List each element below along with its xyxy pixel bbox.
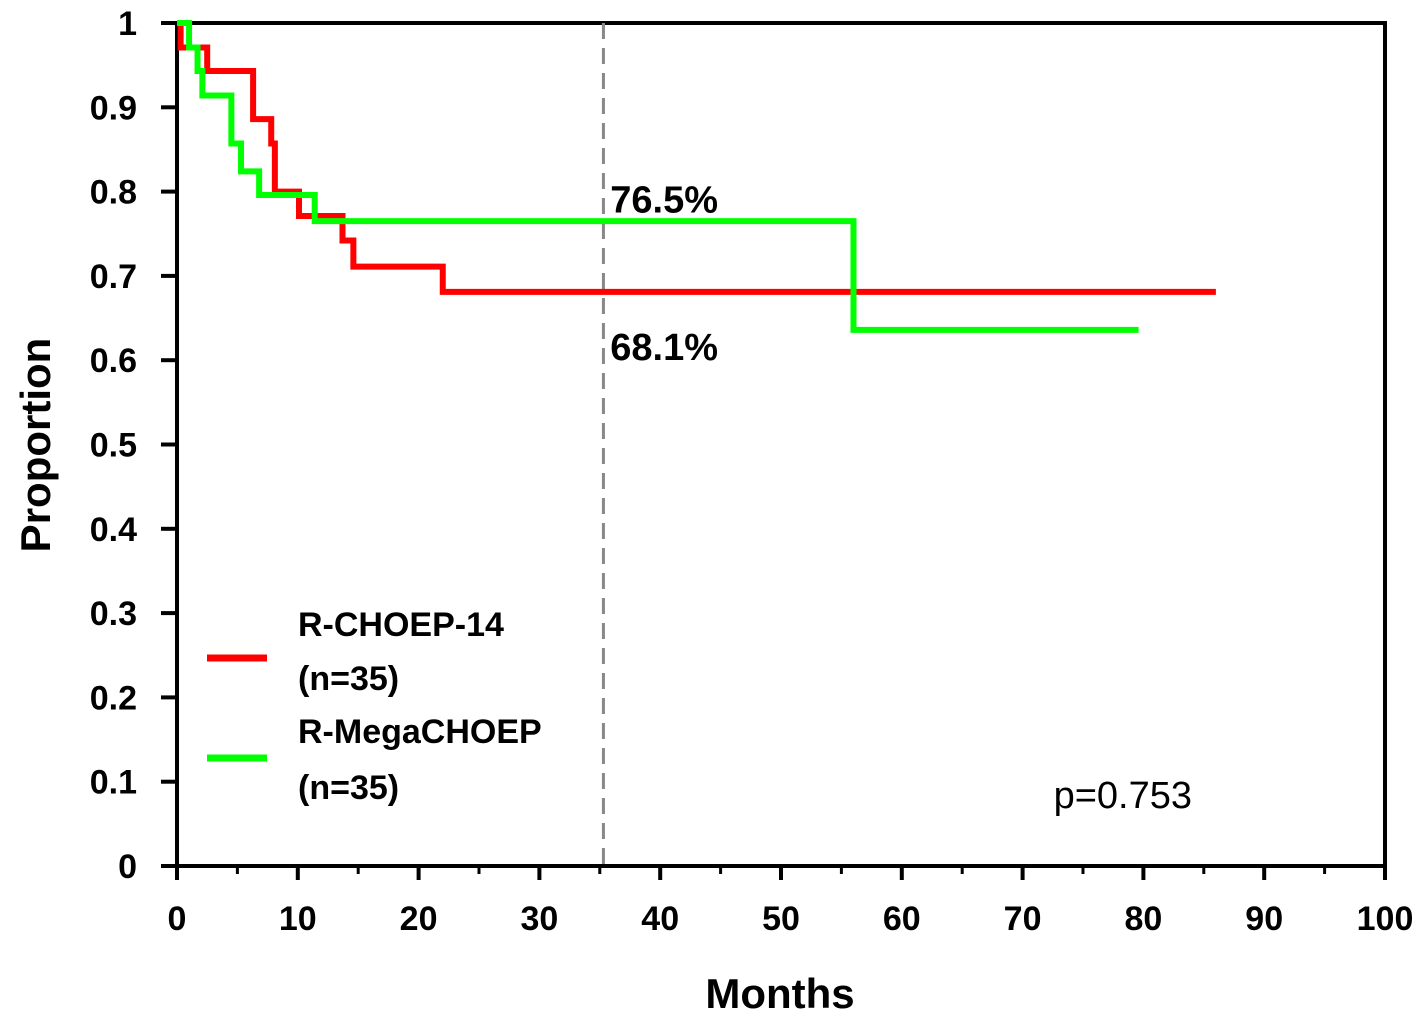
y-tick-label: 0.3 — [90, 595, 137, 633]
x-axis-title: Months — [705, 970, 854, 1017]
x-tick-label: 10 — [279, 900, 317, 938]
y-tick-label: 0.7 — [90, 258, 137, 296]
y-tick-label: 1 — [118, 5, 137, 43]
legend: R-CHOEP-14 (n=35) R-MegaCHOEP (n=35) — [207, 606, 542, 807]
y-tick-label: 0.8 — [90, 174, 137, 212]
curve-r-choep-14 — [177, 20, 1216, 295]
x-tick-label: 90 — [1245, 900, 1283, 938]
percent-annotation: 68.1% — [610, 327, 718, 369]
x-tick-label: 40 — [641, 900, 679, 938]
annotations: 76.5% 68.1% — [610, 179, 718, 369]
y-axis-title: Proportion — [12, 338, 59, 553]
x-tick-label: 30 — [520, 900, 558, 938]
x-tick-label: 80 — [1124, 900, 1162, 938]
legend-label-count: (n=35) — [298, 660, 399, 698]
legend-label-count: (n=35) — [298, 769, 399, 807]
legend-label: R-MegaCHOEP — [298, 713, 542, 751]
y-tick-label: 0.6 — [90, 342, 137, 380]
x-tick-label: 70 — [1004, 900, 1042, 938]
x-tick-label: 60 — [883, 900, 921, 938]
y-tick-label: 0.9 — [90, 89, 137, 127]
y-tick-label: 0.2 — [90, 679, 137, 717]
axes: 0 10 20 30 40 50 60 70 80 90 100 0 0.1 0.2 0.3 0.4 0.5 0.… — [90, 5, 1414, 938]
p-value-label: p=0.753 — [1054, 775, 1192, 817]
y-tick-label: 0.5 — [90, 427, 137, 465]
x-tick-label: 50 — [762, 900, 800, 938]
legend-label: R-CHOEP-14 — [298, 606, 504, 644]
percent-annotation: 76.5% — [610, 179, 718, 221]
curve-r-megachoep — [177, 20, 1139, 333]
x-tick-label: 20 — [400, 900, 438, 938]
x-tick-label: 100 — [1357, 900, 1414, 938]
y-tick-label: 0.4 — [90, 511, 137, 549]
x-tick-label: 0 — [168, 900, 187, 938]
survival-curves — [177, 20, 1216, 333]
y-tick-label: 0 — [118, 848, 137, 886]
y-tick-label: 0.1 — [90, 764, 137, 802]
